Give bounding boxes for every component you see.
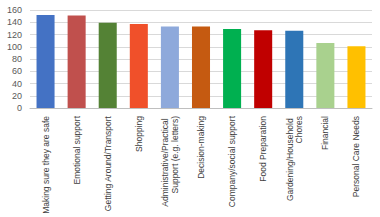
svg-text:140: 140: [7, 17, 22, 27]
svg-text:160: 160: [7, 5, 22, 15]
svg-text:Decision-making: Decision-making: [196, 116, 206, 179]
svg-text:Financial: Financial: [320, 116, 330, 150]
svg-text:Making sure they are safe: Making sure they are safe: [41, 116, 51, 214]
svg-text:Gardening/Household: Gardening/Household: [285, 116, 295, 201]
svg-text:120: 120: [7, 30, 22, 40]
svg-text:Getting Around/Transport: Getting Around/Transport: [103, 115, 113, 211]
svg-text:Chores: Chores: [294, 116, 304, 143]
svg-text:20: 20: [12, 91, 22, 101]
svg-text:Company/social support: Company/social support: [227, 115, 237, 207]
svg-text:Administrative/Practical: Administrative/Practical: [160, 116, 170, 207]
svg-text:100: 100: [7, 42, 22, 52]
svg-text:60: 60: [12, 66, 22, 76]
svg-text:Personal Care Needs: Personal Care Needs: [351, 116, 361, 197]
svg-text:80: 80: [12, 54, 22, 64]
svg-text:0: 0: [17, 103, 22, 113]
svg-text:Support (e.g. letters): Support (e.g. letters): [170, 116, 180, 194]
svg-text:Shopping: Shopping: [134, 116, 144, 152]
svg-text:Food Preparation: Food Preparation: [258, 116, 268, 182]
svg-text:Emotional support: Emotional support: [72, 115, 82, 184]
svg-text:40: 40: [12, 79, 22, 89]
